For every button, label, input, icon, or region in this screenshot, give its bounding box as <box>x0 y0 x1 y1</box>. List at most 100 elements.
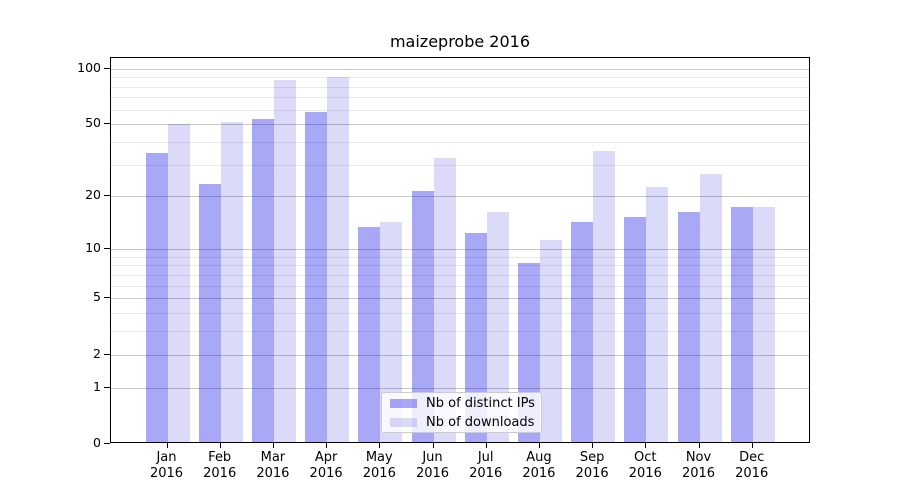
x-tick-mark <box>645 443 647 448</box>
gridline-minor <box>111 86 809 88</box>
y-tick-mark <box>104 123 110 125</box>
x-tick-month: Jul <box>477 450 494 465</box>
x-tick-year: 2016 <box>415 466 450 481</box>
bar-downloads-mar <box>273 79 296 442</box>
x-tick-mark <box>166 443 168 448</box>
x-tick-mark <box>698 443 700 448</box>
x-tick-mark <box>432 443 434 448</box>
x-tick-year: 2016 <box>362 466 396 481</box>
gridline-minor <box>111 265 809 267</box>
x-tick-year: 2016 <box>628 466 662 481</box>
y-tick-label: 0 <box>93 435 101 450</box>
bar-downloads-aug <box>539 239 562 442</box>
y-tick-label: 5 <box>93 289 101 305</box>
x-tick-month: Dec <box>739 450 765 465</box>
legend-swatch-distinct-ips <box>390 398 417 408</box>
y-tick-mark <box>104 297 110 299</box>
y-tick-mark <box>104 247 110 249</box>
x-tick-label: Jan 2016 <box>135 450 199 482</box>
gridline-minor <box>111 77 809 79</box>
gridline-major <box>111 196 809 198</box>
gridline-major <box>111 248 809 250</box>
x-tick-label: May 2016 <box>347 450 411 482</box>
gridline-minor <box>111 97 809 99</box>
bar-ips-nov <box>677 211 700 442</box>
gridline-minor <box>111 331 809 333</box>
x-tick-month: Nov <box>685 450 712 465</box>
bar-downloads-apr <box>327 76 350 442</box>
x-tick-label: Feb 2016 <box>188 450 252 482</box>
bar-downloads-oct <box>646 186 669 442</box>
x-tick-label: Jul 2016 <box>454 450 518 482</box>
bar-ips-mar <box>251 119 274 442</box>
y-tick-label: 1 <box>93 378 101 394</box>
x-tick-mark <box>326 443 328 448</box>
legend-label-distinct-ips: Nb of distinct IPs <box>426 395 535 411</box>
bar-ips-feb <box>198 183 221 442</box>
bar-downloads-may <box>380 221 403 442</box>
x-tick-year: 2016 <box>575 466 609 481</box>
legend-item-downloads: Nb of downloads <box>390 414 535 430</box>
bar-ips-may <box>358 227 381 442</box>
x-tick-mark <box>592 443 594 448</box>
y-tick-label: 20 <box>85 187 101 203</box>
x-tick-year: 2016 <box>309 466 343 481</box>
gridline-minor <box>111 285 809 287</box>
gridline-major <box>111 298 809 300</box>
x-tick-year: 2016 <box>681 466 716 481</box>
gridline-minor <box>111 256 809 258</box>
y-tick-label: 100 <box>77 59 101 75</box>
gridline-minor <box>111 109 809 111</box>
x-tick-year: 2016 <box>256 466 290 481</box>
gridline-minor <box>111 313 809 315</box>
y-tick-mark <box>104 195 110 197</box>
x-tick-year: 2016 <box>735 466 769 481</box>
y-tick-label: 50 <box>85 115 101 131</box>
legend-swatch-downloads <box>390 417 417 427</box>
x-tick-month: Aug <box>526 450 552 465</box>
gridline-minor <box>111 164 809 166</box>
y-tick-label: 10 <box>85 239 101 255</box>
bar-ips-oct <box>624 216 647 442</box>
legend-label-downloads: Nb of downloads <box>426 414 535 430</box>
y-tick-mark <box>104 67 110 69</box>
legend-item-distinct-ips: Nb of distinct IPs <box>390 395 535 411</box>
x-tick-label: Aug 2016 <box>507 450 571 482</box>
gridline-major <box>111 68 809 70</box>
bar-downloads-dec <box>752 206 775 442</box>
x-tick-label: Oct 2016 <box>613 450 677 482</box>
x-tick-year: 2016 <box>522 466 556 481</box>
x-tick-mark <box>538 443 540 448</box>
x-tick-mark <box>485 443 487 448</box>
x-tick-month: May <box>365 450 393 465</box>
x-tick-mark <box>219 443 221 448</box>
x-tick-label: Nov 2016 <box>667 450 731 482</box>
x-tick-year: 2016 <box>203 466 237 481</box>
legend: Nb of distinct IPs Nb of downloads <box>381 392 542 433</box>
x-tick-year: 2016 <box>149 466 184 481</box>
x-tick-label: Apr 2016 <box>294 450 358 482</box>
x-tick-month: Mar <box>260 450 286 465</box>
y-tick-mark <box>104 353 110 355</box>
bar-downloads-sep <box>593 150 616 442</box>
y-tick-mark <box>104 386 110 388</box>
x-tick-mark <box>379 443 381 448</box>
bar-ips-dec <box>730 206 753 442</box>
x-tick-label: Sep 2016 <box>560 450 624 482</box>
gridline-major <box>111 124 809 126</box>
bar-downloads-feb <box>220 122 243 442</box>
y-tick-mark <box>104 443 110 444</box>
x-tick-year: 2016 <box>469 466 503 481</box>
y-tick-label: 2 <box>93 345 101 361</box>
gridline-minor <box>111 274 809 276</box>
plot-area <box>110 57 810 443</box>
x-tick-month: Jan <box>156 450 177 465</box>
bar-downloads-nov <box>699 173 722 442</box>
x-tick-label: Jun 2016 <box>401 450 465 482</box>
x-tick-label: Mar 2016 <box>241 450 305 482</box>
bar-ips-apr <box>305 111 328 442</box>
bar-ips-jun <box>411 190 434 442</box>
bar-downloads-jan <box>167 123 190 442</box>
bar-ips-sep <box>571 221 594 442</box>
